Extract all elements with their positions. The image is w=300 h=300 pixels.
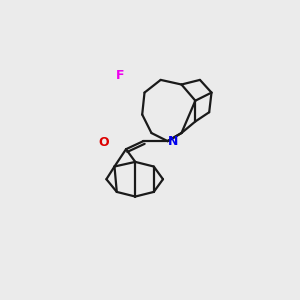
Text: O: O (99, 136, 110, 149)
Text: F: F (116, 69, 124, 82)
Text: N: N (167, 135, 178, 148)
